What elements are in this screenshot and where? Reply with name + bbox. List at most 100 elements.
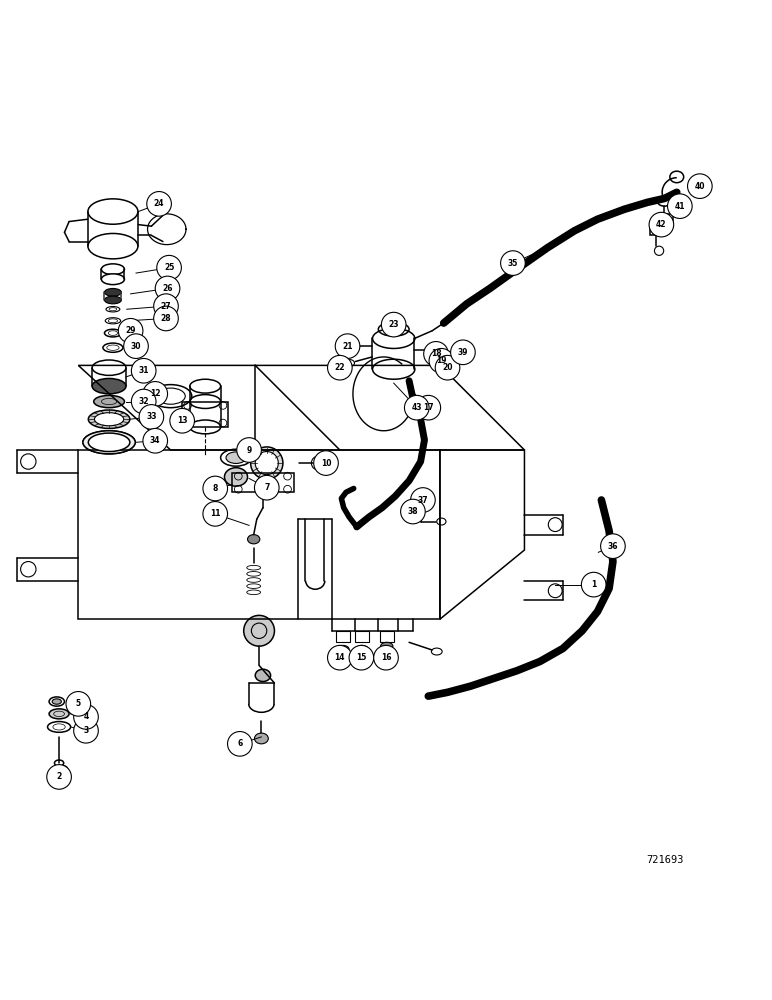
Text: 17: 17 bbox=[423, 403, 434, 412]
Text: 37: 37 bbox=[418, 496, 428, 505]
Text: 721693: 721693 bbox=[646, 855, 683, 865]
Ellipse shape bbox=[381, 642, 393, 650]
Circle shape bbox=[401, 499, 425, 524]
Circle shape bbox=[154, 306, 178, 331]
Text: 10: 10 bbox=[320, 459, 331, 468]
Ellipse shape bbox=[337, 645, 349, 653]
Circle shape bbox=[47, 765, 71, 789]
Circle shape bbox=[58, 765, 68, 776]
Circle shape bbox=[411, 488, 435, 512]
Text: 19: 19 bbox=[436, 356, 447, 365]
Circle shape bbox=[349, 645, 374, 670]
Text: 35: 35 bbox=[508, 259, 518, 268]
Text: 40: 40 bbox=[695, 182, 705, 191]
Text: 18: 18 bbox=[431, 349, 442, 358]
Circle shape bbox=[601, 534, 625, 558]
Text: 25: 25 bbox=[164, 263, 174, 272]
Text: 31: 31 bbox=[138, 366, 149, 375]
Circle shape bbox=[131, 358, 156, 383]
Circle shape bbox=[237, 438, 262, 462]
Bar bbox=[650, 227, 662, 235]
Text: 6: 6 bbox=[237, 739, 242, 748]
Circle shape bbox=[451, 340, 476, 365]
Ellipse shape bbox=[255, 733, 269, 744]
Text: 41: 41 bbox=[675, 202, 685, 211]
Circle shape bbox=[143, 428, 168, 453]
Ellipse shape bbox=[49, 709, 69, 719]
Text: 4: 4 bbox=[83, 712, 89, 721]
Circle shape bbox=[66, 692, 90, 716]
Text: 9: 9 bbox=[246, 446, 252, 455]
Text: 16: 16 bbox=[381, 653, 391, 662]
Text: 14: 14 bbox=[334, 653, 345, 662]
Circle shape bbox=[139, 405, 164, 429]
Text: 21: 21 bbox=[342, 342, 353, 351]
Circle shape bbox=[244, 615, 275, 646]
Circle shape bbox=[374, 645, 398, 670]
Circle shape bbox=[327, 355, 352, 380]
Circle shape bbox=[327, 645, 352, 670]
Text: 15: 15 bbox=[356, 653, 367, 662]
Text: 38: 38 bbox=[408, 507, 418, 516]
Ellipse shape bbox=[92, 378, 126, 394]
Circle shape bbox=[73, 718, 98, 743]
Text: 20: 20 bbox=[442, 363, 453, 372]
Circle shape bbox=[581, 572, 606, 597]
Text: 23: 23 bbox=[388, 320, 399, 329]
Text: 11: 11 bbox=[210, 509, 221, 518]
Circle shape bbox=[73, 705, 98, 729]
Ellipse shape bbox=[88, 410, 130, 428]
Circle shape bbox=[203, 476, 228, 501]
Text: 27: 27 bbox=[161, 302, 171, 311]
Circle shape bbox=[668, 194, 692, 218]
Text: 26: 26 bbox=[162, 284, 173, 293]
Circle shape bbox=[170, 408, 195, 433]
Circle shape bbox=[118, 318, 143, 343]
Circle shape bbox=[381, 312, 406, 337]
Circle shape bbox=[143, 382, 168, 406]
Ellipse shape bbox=[52, 699, 62, 704]
Text: 24: 24 bbox=[154, 199, 164, 208]
Circle shape bbox=[155, 276, 180, 301]
Circle shape bbox=[203, 502, 228, 526]
Circle shape bbox=[416, 395, 441, 420]
Ellipse shape bbox=[225, 468, 248, 486]
Circle shape bbox=[124, 334, 148, 358]
Circle shape bbox=[429, 348, 454, 373]
Text: 34: 34 bbox=[150, 436, 161, 445]
Ellipse shape bbox=[248, 535, 260, 544]
Circle shape bbox=[500, 251, 525, 275]
Circle shape bbox=[228, 732, 252, 756]
Bar bbox=[336, 631, 350, 642]
Circle shape bbox=[255, 475, 279, 500]
Circle shape bbox=[157, 255, 181, 280]
Circle shape bbox=[424, 342, 449, 366]
Ellipse shape bbox=[101, 274, 124, 285]
Ellipse shape bbox=[88, 433, 130, 452]
Text: 33: 33 bbox=[146, 412, 157, 421]
Ellipse shape bbox=[93, 395, 124, 408]
Text: 39: 39 bbox=[458, 348, 468, 357]
Bar bbox=[658, 214, 673, 222]
Text: 7: 7 bbox=[264, 483, 269, 492]
Ellipse shape bbox=[256, 669, 271, 682]
Circle shape bbox=[313, 451, 338, 475]
Circle shape bbox=[147, 192, 171, 216]
Bar bbox=[355, 631, 369, 642]
Text: 13: 13 bbox=[177, 416, 188, 425]
Text: 22: 22 bbox=[334, 363, 345, 372]
Text: 28: 28 bbox=[161, 314, 171, 323]
Text: 29: 29 bbox=[125, 326, 136, 335]
Text: 43: 43 bbox=[411, 403, 422, 412]
Circle shape bbox=[405, 395, 429, 420]
Ellipse shape bbox=[251, 447, 283, 479]
Bar bbox=[380, 631, 394, 642]
Text: 30: 30 bbox=[130, 342, 141, 351]
Circle shape bbox=[435, 355, 460, 380]
Text: 5: 5 bbox=[76, 699, 81, 708]
Text: 2: 2 bbox=[56, 772, 62, 781]
Ellipse shape bbox=[94, 413, 124, 426]
Ellipse shape bbox=[104, 296, 121, 304]
Circle shape bbox=[335, 334, 360, 358]
Text: 32: 32 bbox=[138, 397, 149, 406]
